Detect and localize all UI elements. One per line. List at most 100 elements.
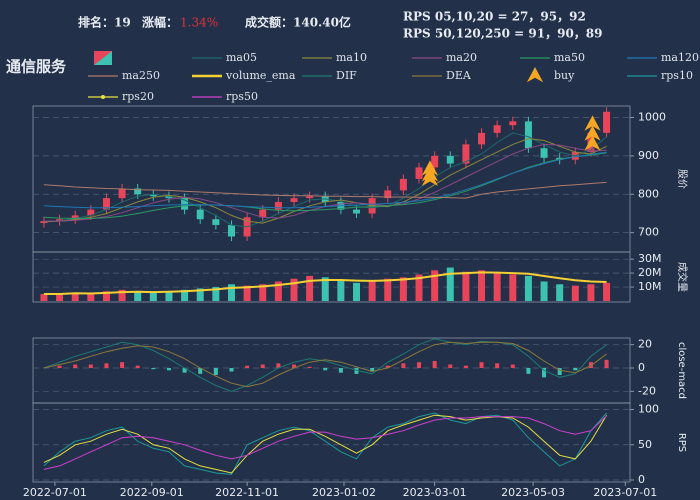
macd-bar [135,365,140,368]
rps-long: RPS 50,120,250 = 91，90，89 [403,27,603,41]
legend-label: ma250 [122,69,160,82]
legend-label: rps50 [226,90,258,103]
candle-body [353,209,361,214]
series-line [43,181,607,199]
volume-bar [353,282,361,301]
panel-frame [32,251,631,303]
volume-bar [306,275,314,301]
y-tick-label: 100 [638,403,659,416]
volume-bar [290,278,298,301]
volume-bar [603,282,611,301]
volume-bar [165,291,173,301]
candle-body [306,196,314,199]
series-line [43,415,607,470]
rps-short: RPS 05,10,20 = 27，95，92 [403,10,586,24]
volume-bar [384,278,392,301]
y-tick-label: 900 [638,149,659,162]
volume-bar [243,285,251,301]
y-tick-label: 1000 [638,111,666,124]
buy-marker [584,135,601,151]
macd-bar [323,368,328,371]
volume-bar [149,292,157,301]
volume-bar [524,275,532,301]
macd-bar [307,366,312,368]
volume-bar [102,291,110,301]
legend-swatch [101,95,105,99]
volume-bar [571,285,579,301]
legend-icon [94,51,112,65]
candle-body [290,198,298,202]
candle-body [102,198,110,210]
volume-bar [71,292,79,301]
macd-bar [385,365,390,368]
panel-frame [32,402,631,483]
candle-body [134,188,142,195]
macd-bar [510,364,515,368]
candle-body [603,111,611,133]
y-axis-label: 成交量 [676,262,689,292]
series-line [43,271,607,295]
candle-body [431,155,439,168]
macd-bar [354,368,359,374]
volume-bar [196,288,204,301]
legend-label: rps10 [661,69,693,82]
candle-body [165,196,173,199]
candle-body [212,219,220,225]
macd-bar [448,364,453,368]
y-tick-label: 800 [638,187,659,200]
legend-label: ma120 [661,51,699,64]
y-tick-label: 20 [638,338,652,351]
series-line [43,341,607,388]
legend-label: volume_ema [225,69,296,82]
candle-body [196,209,204,220]
macd-bar [432,361,437,368]
macd-bar [198,368,203,374]
series-line [43,412,607,475]
volume-bar [321,277,329,301]
y-axis-label: close-macd [676,342,687,399]
volume-bar [478,270,486,301]
macd-bar [57,365,62,368]
macd-bar [88,364,93,368]
y-tick-label: 0 [638,473,645,486]
turnover: 成交额：140.40亿 [245,15,351,30]
macd-bar [229,368,234,372]
y-tick-label: -20 [638,384,656,397]
volume-bar [134,291,142,301]
volume-bar [415,274,423,301]
candle-body [227,224,235,237]
macd-bar [182,368,187,373]
change-label: 涨幅： [142,15,178,30]
legend-label: ma50 [554,51,585,64]
legend-label: rps20 [122,90,154,103]
macd-bar [604,359,609,368]
volume-bar [274,281,282,301]
buy-marker [421,170,439,186]
candle-body [446,155,454,164]
rank: 排名：19 [78,15,131,30]
volume-bar [259,284,267,301]
candle-body [524,121,532,149]
legend-icon [526,67,544,83]
volume-bar [368,281,376,301]
macd-bar [417,362,422,368]
x-tick-label: 2022-07-01 [23,486,87,499]
volume-bar [556,284,564,301]
macd-bar [401,363,406,368]
y-tick-label: 20M [638,266,662,279]
macd-bar [370,368,375,372]
candle-body [274,201,282,210]
candle-body [71,215,79,220]
volume-bar [118,289,126,301]
series-line [43,338,607,392]
macd-bar [245,365,250,368]
legend-label: buy [554,69,575,82]
volume-bar [337,280,345,301]
buy-marker [584,125,601,141]
volume-bar [587,284,595,301]
volume-bar [40,294,48,301]
legend-label: ma10 [336,51,367,64]
macd-bar [495,363,500,368]
macd-bar [557,368,562,375]
